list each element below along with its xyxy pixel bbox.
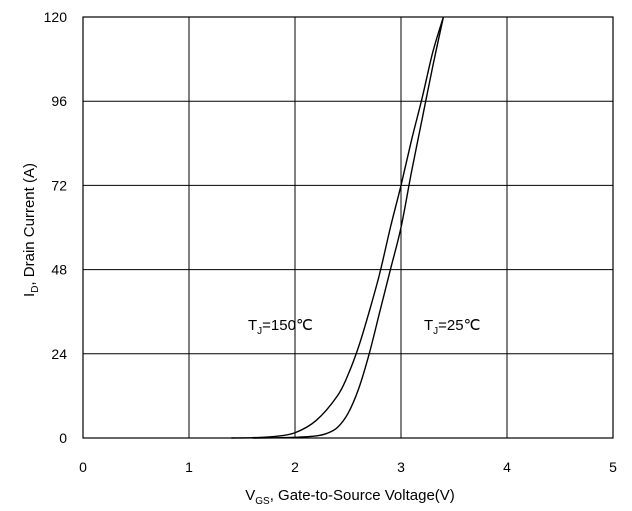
- y-tick-label: 0: [59, 430, 67, 446]
- x-tick-label: 0: [79, 459, 87, 475]
- y-tick-label: 120: [44, 9, 68, 25]
- y-tick-label: 96: [51, 93, 67, 109]
- grid: [82, 16, 614, 439]
- series-line-1: [252, 16, 445, 439]
- x-tick-label: 2: [291, 459, 299, 475]
- x-axis-label: VGS, Gate-to-Source Voltage(V): [245, 487, 455, 507]
- plot-frame: [82, 16, 614, 439]
- y-tick-label: 48: [51, 262, 67, 278]
- tick-labels: 0 1 2 3 4 5 0 24 48 72 96 120: [44, 9, 617, 475]
- y-axis-label: ID, Drain Current (A): [21, 163, 41, 297]
- series-label-25c: TJ=25℃: [424, 317, 480, 337]
- series-line-0: [231, 16, 445, 439]
- x-tick-label: 4: [503, 459, 511, 475]
- x-tick-label: 1: [185, 459, 193, 475]
- x-tick-label: 3: [397, 459, 405, 475]
- x-tick-label: 5: [609, 459, 617, 475]
- series-label-150c: TJ=150℃: [248, 317, 313, 337]
- series-layer: [231, 16, 445, 439]
- y-tick-label: 72: [51, 177, 67, 193]
- y-tick-label: 24: [51, 346, 67, 362]
